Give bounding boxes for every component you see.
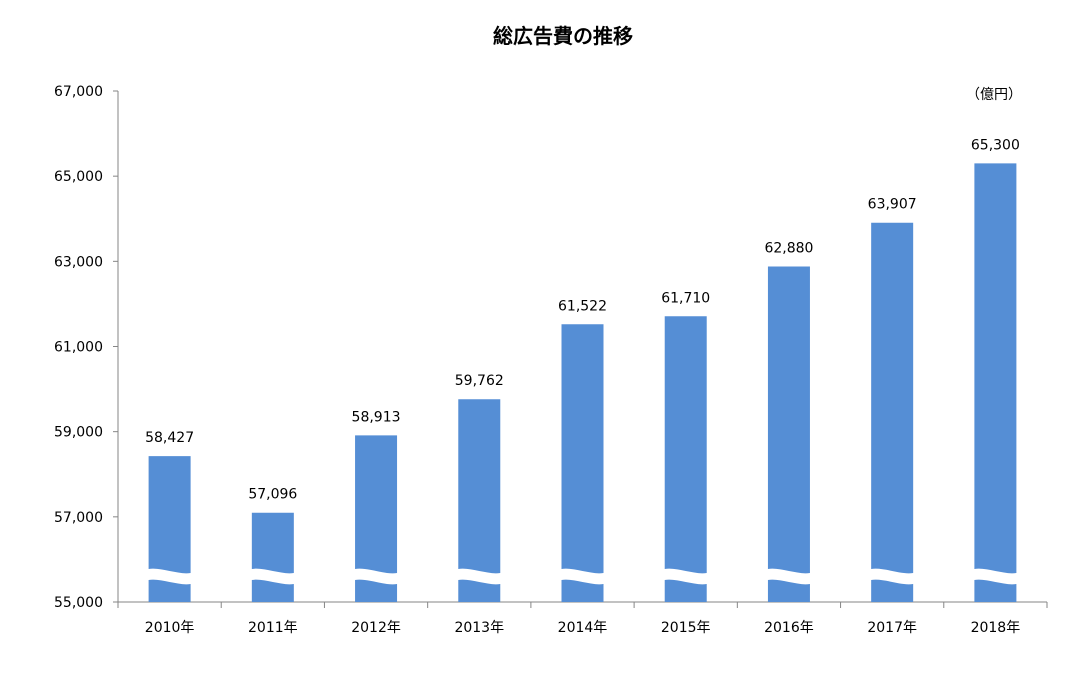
- bar-lower: [871, 579, 914, 602]
- x-tick-label: 2012年: [351, 620, 401, 636]
- x-tick-label: 2018年: [971, 620, 1021, 636]
- bar-lower: [458, 579, 501, 602]
- bar: [871, 222, 914, 602]
- bars: [148, 163, 1017, 602]
- bar-lower: [148, 579, 191, 602]
- x-tick-label: 2017年: [867, 620, 917, 636]
- unit-label: （億円）: [966, 87, 1022, 103]
- data-label: 62,880: [764, 240, 813, 256]
- data-label: 57,096: [248, 487, 297, 503]
- bar-lower: [251, 579, 294, 602]
- bar: [148, 456, 191, 602]
- bar-upper: [251, 512, 294, 574]
- bar-upper: [871, 222, 914, 574]
- y-tick-label: 65,000: [54, 169, 103, 185]
- bar: [458, 399, 501, 602]
- bar-upper: [355, 435, 398, 574]
- y-tick-label: 55,000: [54, 595, 103, 611]
- bar-lower: [767, 579, 810, 602]
- x-tick-label: 2011年: [248, 620, 298, 636]
- bar: [561, 324, 604, 602]
- bar-upper: [561, 324, 604, 574]
- bar-lower: [355, 579, 398, 602]
- data-label: 58,427: [145, 430, 194, 446]
- bar-upper: [148, 456, 191, 574]
- y-tick-label: 63,000: [54, 254, 103, 270]
- bar-lower: [664, 579, 707, 602]
- y-tick-label: 57,000: [54, 510, 103, 526]
- x-tick-label: 2014年: [558, 620, 608, 636]
- axes: 55,000 57,000 59,000 61,000 63,000 65,000 67,0…: [54, 84, 1048, 636]
- y-tick-label: 67,000: [54, 84, 103, 100]
- y-tick-label: 59,000: [54, 425, 103, 441]
- bar-upper: [458, 399, 501, 574]
- x-tick-label: 2010年: [145, 620, 195, 636]
- bar: [767, 266, 810, 602]
- bar-lower: [974, 579, 1017, 602]
- bar: [251, 512, 294, 602]
- bar: [355, 435, 398, 602]
- data-label: 61,710: [661, 290, 710, 306]
- x-tick-label: 2016年: [764, 620, 814, 636]
- bar-lower: [561, 579, 604, 602]
- x-tick-label: 2015年: [661, 620, 711, 636]
- bar-upper: [767, 266, 810, 574]
- data-labels: 58,427 57,096 58,913 59,762 61,522 61,710 62,8…: [145, 137, 1020, 502]
- data-label: 65,300: [971, 137, 1020, 153]
- bar-upper: [664, 316, 707, 574]
- data-label: 58,913: [352, 409, 401, 425]
- bar: [664, 316, 707, 602]
- chart-title: 総広告費の推移: [493, 24, 633, 48]
- bar-upper: [974, 163, 1017, 574]
- data-label: 63,907: [868, 197, 917, 213]
- bar: [974, 163, 1017, 602]
- data-label: 59,762: [455, 373, 504, 389]
- y-tick-label: 61,000: [54, 340, 103, 356]
- x-tick-label: 2013年: [454, 620, 504, 636]
- data-label: 61,522: [558, 298, 607, 314]
